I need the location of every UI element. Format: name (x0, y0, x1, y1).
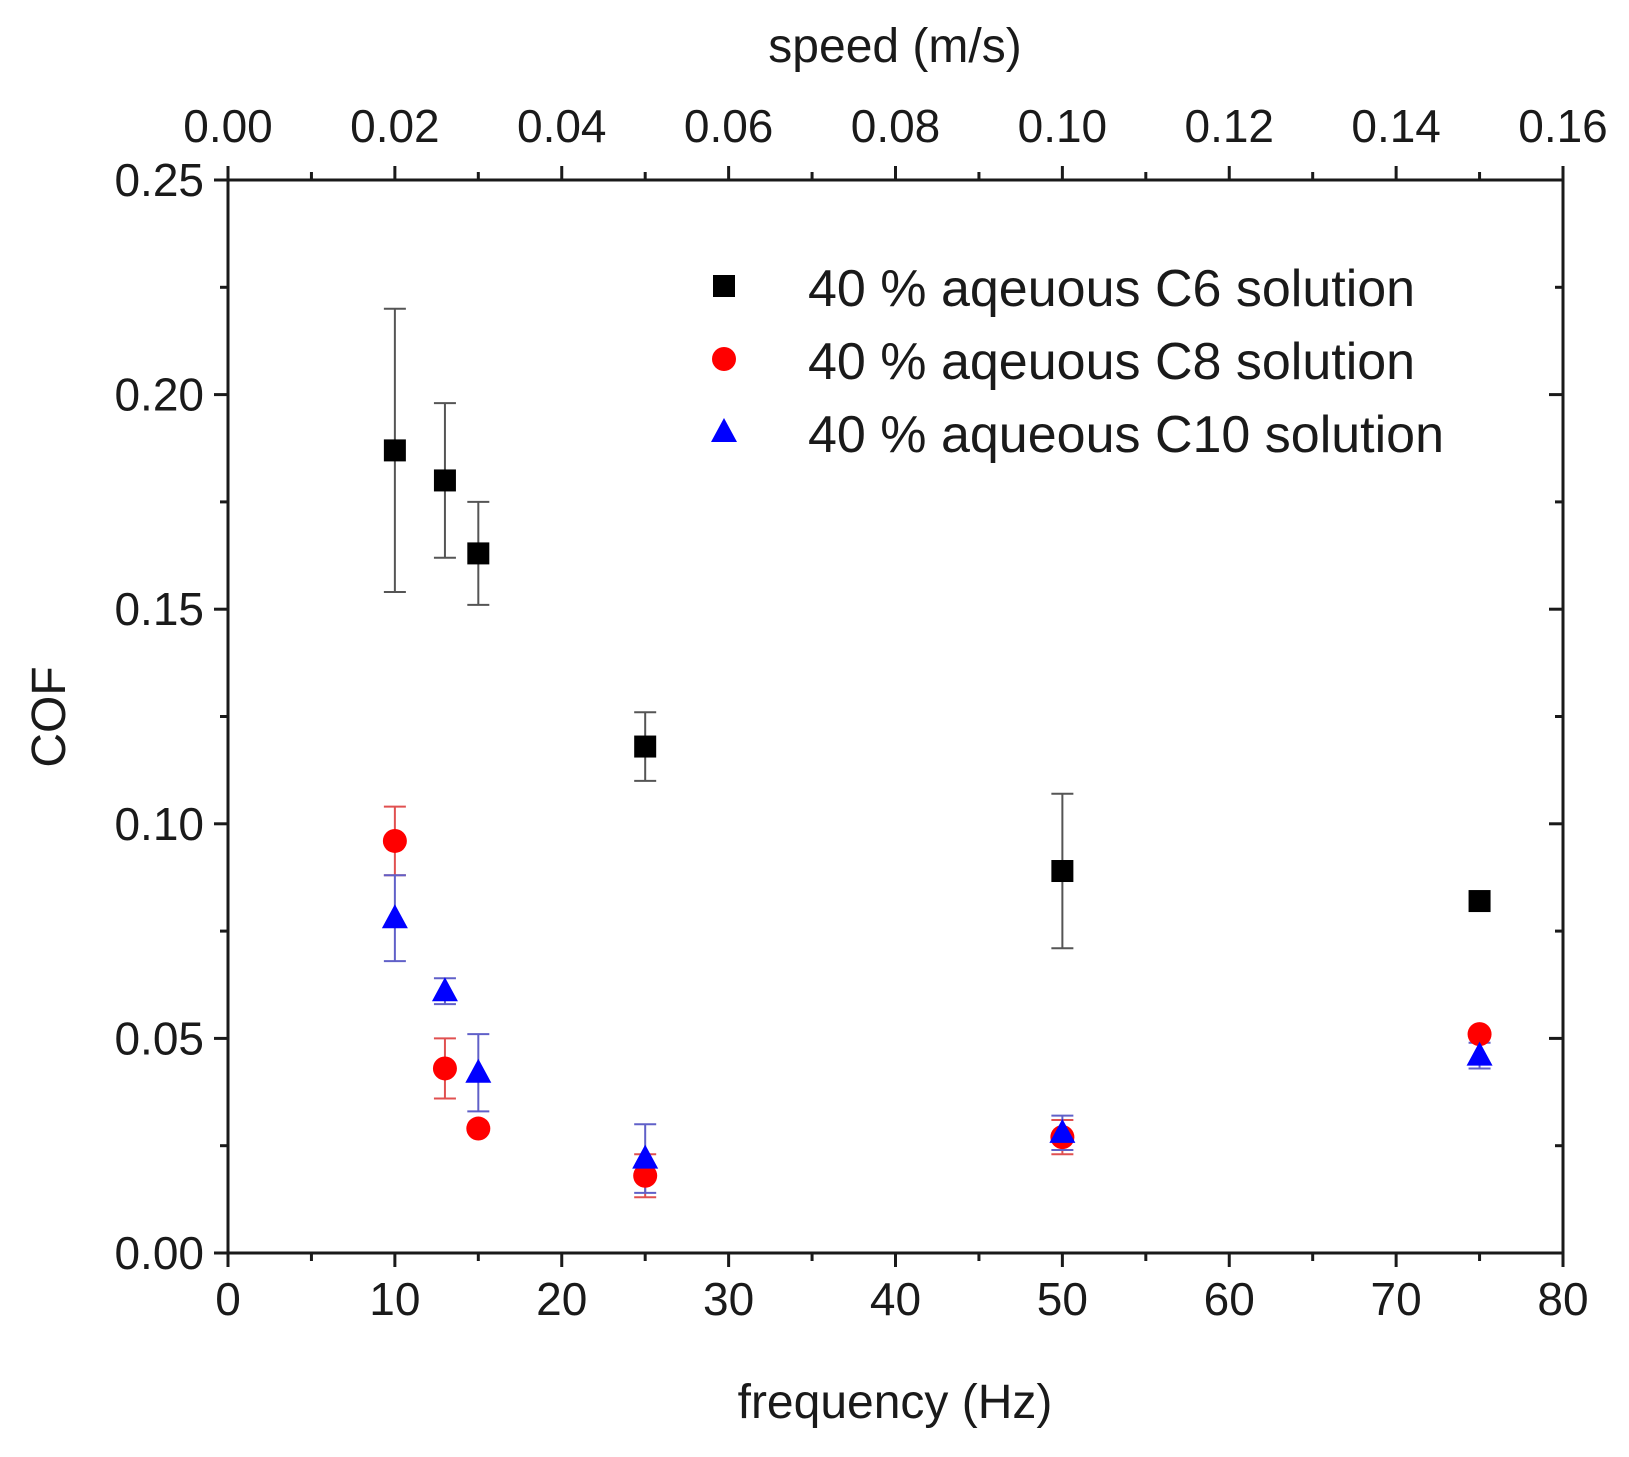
data-point-square (383, 439, 406, 462)
axis-ticks: 0 10 20 30 40 50 60 70 80 0.00 0.02 0.04 0.06 0.08 0.1… (114, 100, 1607, 1325)
data-point-triangle (1466, 1041, 1493, 1066)
legend-marker-square (713, 275, 735, 297)
x-tick-label: 80 (1537, 1273, 1588, 1325)
top-axis-title: speed (m/s) (768, 20, 1021, 73)
legend-marker-triangle (711, 418, 737, 442)
top-tick-label: 0.10 (1018, 100, 1108, 152)
x-tick-label: 70 (1371, 1273, 1422, 1325)
y-axis-title: COF (23, 666, 76, 767)
data-point-circle (633, 1163, 658, 1188)
data-point-triangle (465, 1058, 492, 1083)
y-tick-label: 0.10 (114, 798, 204, 850)
data-point-circle (1467, 1022, 1492, 1047)
x-tick-label: 30 (703, 1273, 754, 1325)
y-tick-label: 0.05 (114, 1012, 204, 1064)
data-point-triangle (1049, 1118, 1076, 1143)
y-tick-label: 0.15 (114, 583, 204, 635)
legend-label: 40 % aqeuous C6 solution (808, 260, 1415, 318)
y-tick-label: 0.00 (114, 1227, 204, 1279)
legend-label: 40 % aqeuous C8 solution (808, 333, 1415, 391)
x-tick-label: 60 (1204, 1273, 1255, 1325)
data-point-triangle (632, 1144, 659, 1169)
top-tick-label: 0.12 (1184, 100, 1274, 152)
legend-marker-circle (712, 347, 736, 371)
data-point-triangle (381, 904, 408, 929)
legend-label: 40 % aqueous C10 solution (808, 406, 1444, 464)
data-markers (381, 439, 1493, 1188)
data-point-square (634, 735, 657, 758)
x-axis-title: frequency (Hz) (738, 1376, 1053, 1429)
top-tick-label: 0.02 (350, 100, 440, 152)
y-tick-label: 0.25 (114, 154, 204, 206)
data-point-square (1468, 890, 1491, 913)
x-tick-label: 50 (1037, 1273, 1088, 1325)
data-point-circle (432, 1056, 457, 1081)
top-tick-label: 0.04 (517, 100, 607, 152)
x-tick-label: 40 (870, 1273, 921, 1325)
legend: 40 % aqeuous C6 solution 40 % aqeuous C8 … (711, 260, 1444, 464)
x-tick-label: 0 (215, 1273, 241, 1325)
top-tick-label: 0.16 (1518, 100, 1608, 152)
x-tick-label: 10 (369, 1273, 420, 1325)
top-tick-label: 0.14 (1351, 100, 1441, 152)
x-tick-label: 20 (536, 1273, 587, 1325)
data-point-square (433, 469, 456, 492)
top-tick-label: 0.08 (851, 100, 941, 152)
data-point-circle (382, 828, 407, 853)
y-tick-label: 0.20 (114, 369, 204, 421)
data-point-square (467, 542, 490, 565)
data-point-triangle (431, 977, 458, 1002)
data-point-square (1051, 860, 1074, 883)
top-tick-label: 0.06 (684, 100, 774, 152)
data-point-circle (466, 1116, 491, 1141)
top-tick-label: 0.00 (183, 100, 273, 152)
